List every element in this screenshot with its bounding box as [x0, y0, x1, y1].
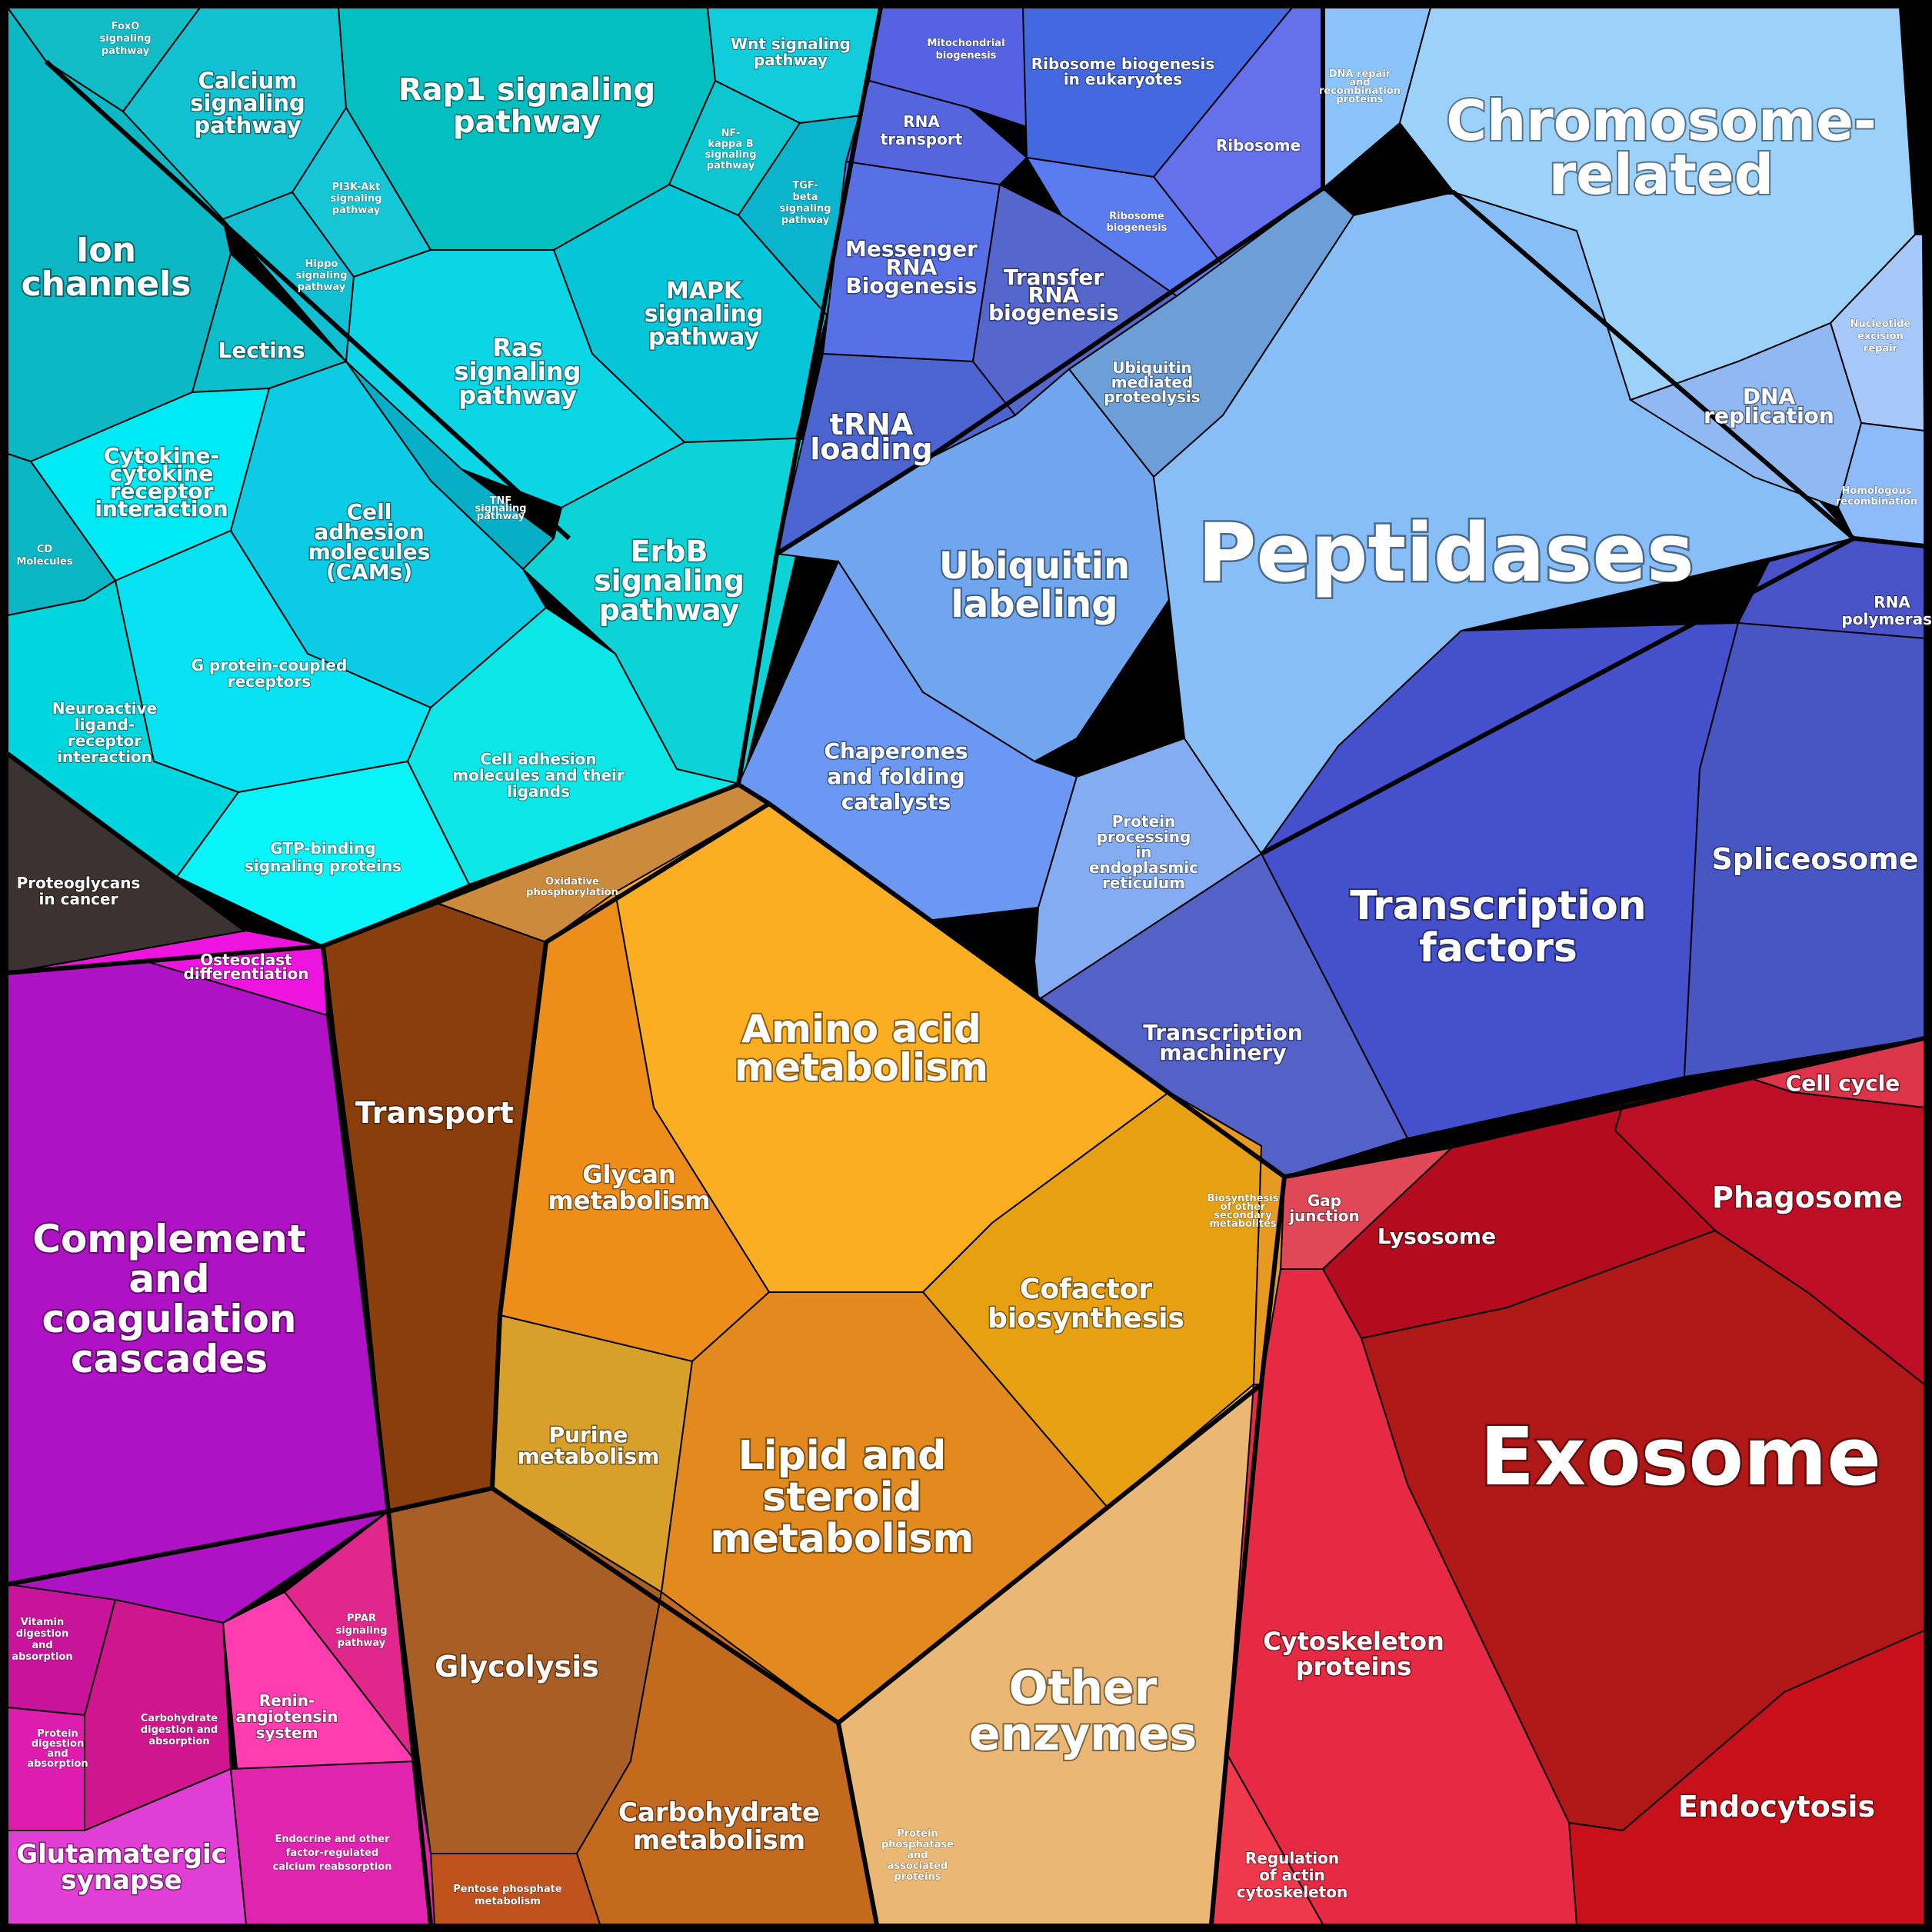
- label-ubiquitin-proteolysis: Ubiquitin mediated proteolysis: [1104, 358, 1200, 406]
- label-transcription-factors: Transcription factors: [1350, 883, 1646, 971]
- label-cams: Cell adhesion molecules (CAMs): [308, 499, 431, 585]
- group-exosome: [1210, 1037, 1925, 1925]
- label-mapk: MAPK signaling pathway: [645, 278, 764, 351]
- label-ras: Ras signaling pathway: [455, 333, 581, 410]
- label-lysosome: Lysosome: [1377, 1224, 1496, 1249]
- label-pentose: Pentose phosphate metabolism: [453, 1884, 562, 1907]
- label-mito-biogenesis: Mitochondrial biogenesis: [927, 38, 1004, 62]
- label-chromosome-related: Chromosome-related: [1446, 88, 1877, 207]
- labels: Peptidases Exosome Chromosome-related Io…: [12, 21, 1932, 1908]
- label-ribosome-biogenesis-euk: Ribosome biogenesis in eukaryotes: [1031, 55, 1215, 88]
- label-protein-digestion: Protein digestion and absorption: [27, 1728, 88, 1770]
- label-ribosome: Ribosome: [1216, 136, 1301, 155]
- label-cytoskeleton: Cytoskeleton proteins: [1263, 1627, 1444, 1681]
- label-regulation-actin: Regulation of actin cytoskeleton: [1237, 1849, 1347, 1901]
- label-ion-channels: Ion channels: [22, 231, 192, 304]
- label-glycolysis: Glycolysis: [435, 1650, 599, 1684]
- label-carb-digestion: Carbohydrate digestion and absorption: [141, 1713, 218, 1747]
- label-amino-acid: Amino acid metabolism: [734, 1007, 988, 1090]
- label-carbohydrate: Carbohydrate metabolism: [618, 1797, 820, 1856]
- label-rap1: Rap1 signaling pathway: [398, 72, 655, 140]
- label-cell-adhesion-ligands: Cell adhesion molecules and their ligands: [452, 750, 625, 801]
- label-lectins: Lectins: [218, 338, 305, 363]
- label-wnt: Wnt signaling pathway: [731, 35, 851, 69]
- label-chaperones: Chaperones and folding catalysts: [824, 738, 968, 814]
- label-rna-transport: RNA transport: [881, 112, 963, 148]
- label-rna-polymerase: RNApolymerase: [1841, 593, 1932, 628]
- label-lipid-steroid: Lipid and steroid metabolism: [710, 1433, 974, 1562]
- label-cytokine: Cytokine-cytokine receptor interaction: [95, 443, 228, 521]
- label-ppar: PPAR signaling pathway: [336, 1613, 388, 1649]
- label-vitamin: Vitamin digestion and absorption: [12, 1617, 72, 1663]
- group-complement-digestion: [7, 929, 436, 1925]
- label-oxidative: Oxidative phosphorylation: [526, 876, 618, 898]
- label-hippo: Hippo signaling pathway: [296, 258, 348, 293]
- label-dna-replication: DNA replication: [1704, 384, 1834, 428]
- label-nucleotide-excision: Nucleotide excision repair: [1850, 318, 1911, 355]
- cell-renin[interactable]: [222, 1591, 417, 1786]
- label-protein-phosphatase: Protein phosphatase and associated proteins: [881, 1828, 954, 1883]
- label-transport: Transport: [355, 1096, 514, 1130]
- label-foxo: FoxO signaling pathway: [100, 21, 152, 57]
- label-other-enzymes: Other enzymes: [969, 1661, 1197, 1761]
- label-calcium: Calcium signaling pathway: [190, 68, 305, 138]
- cell-spliceosome[interactable]: [1683, 621, 1925, 1078]
- label-osteoclast: Osteoclast differentiation: [184, 951, 309, 983]
- label-peptidases: Peptidases: [1198, 506, 1694, 600]
- label-endocrine: Endocrine and other factor-regulated calci…: [273, 1834, 392, 1873]
- label-mrna: Messenger RNA Biogenesis: [845, 236, 978, 298]
- group-chromosome: [1322, 7, 1926, 548]
- label-tgfb: TGF-beta signaling pathway: [780, 180, 831, 226]
- label-purine: Purine metabolism: [518, 1422, 660, 1469]
- label-phagosome: Phagosome: [1712, 1181, 1903, 1214]
- label-gap-junction: Gap junction: [1288, 1191, 1360, 1225]
- label-dna-repair: DNA repair and recombination proteins: [1319, 68, 1401, 105]
- label-proteoglycans: Proteoglycans in cancer: [17, 874, 141, 908]
- label-erbb: ErbB signaling pathway: [594, 535, 744, 627]
- label-cofactor: Cofactor biosynthesis: [988, 1274, 1184, 1334]
- cell-endocrine[interactable]: [229, 1760, 436, 1925]
- label-glutamatergic: Glutamatergic synapse: [16, 1839, 227, 1896]
- label-gpcr: G protein-coupled receptors: [192, 656, 348, 691]
- label-renin: Renin-angiotensin system: [235, 1691, 338, 1742]
- label-pi3k: PI3K-Akt signaling pathway: [331, 182, 382, 216]
- label-protein-er: Protein processing in endoplasmic reticulum: [1089, 812, 1198, 892]
- label-trna-biogenesis: Transfer RNA biogenesis: [988, 265, 1119, 325]
- label-exosome: Exosome: [1480, 1410, 1881, 1504]
- label-cd-molecules: CD Molecules: [16, 544, 72, 568]
- label-glycan: Glycan metabolism: [548, 1160, 710, 1215]
- label-ubiquitin: Ubiquitin labeling: [939, 545, 1130, 626]
- cell-rna-transport[interactable]: [844, 79, 1028, 186]
- label-biosynthesis-secondary: Biosynthesis of other secondary metabolites: [1208, 1193, 1279, 1230]
- label-complement: Complement and coagulation cascades: [32, 1217, 306, 1381]
- label-ribosome-biogenesis: Ribosome biogenesis: [1107, 211, 1168, 234]
- label-endocytosis: Endocytosis: [1678, 1790, 1875, 1824]
- label-trna-loading: tRNA loading: [810, 408, 932, 466]
- group-translation: [775, 7, 1324, 556]
- group-transcription: [1037, 537, 1925, 1178]
- label-gtp-binding: GTP-binding signaling proteins: [245, 839, 401, 875]
- label-tnf: TNF signaling pathway: [475, 495, 527, 522]
- label-homologous: Homologous recombination: [1836, 485, 1917, 508]
- label-spliceosome: Spliceosome: [1711, 842, 1918, 876]
- label-neuroactive: Neuroactive ligand-receptor interaction: [52, 699, 158, 766]
- label-transcription-machinery: Transcription machinery: [1143, 1020, 1303, 1065]
- group-signaling: [6, 5, 882, 974]
- label-cell-cycle: Cell cycle: [1786, 1071, 1900, 1096]
- group-transport-carbohydrate: [321, 902, 878, 1925]
